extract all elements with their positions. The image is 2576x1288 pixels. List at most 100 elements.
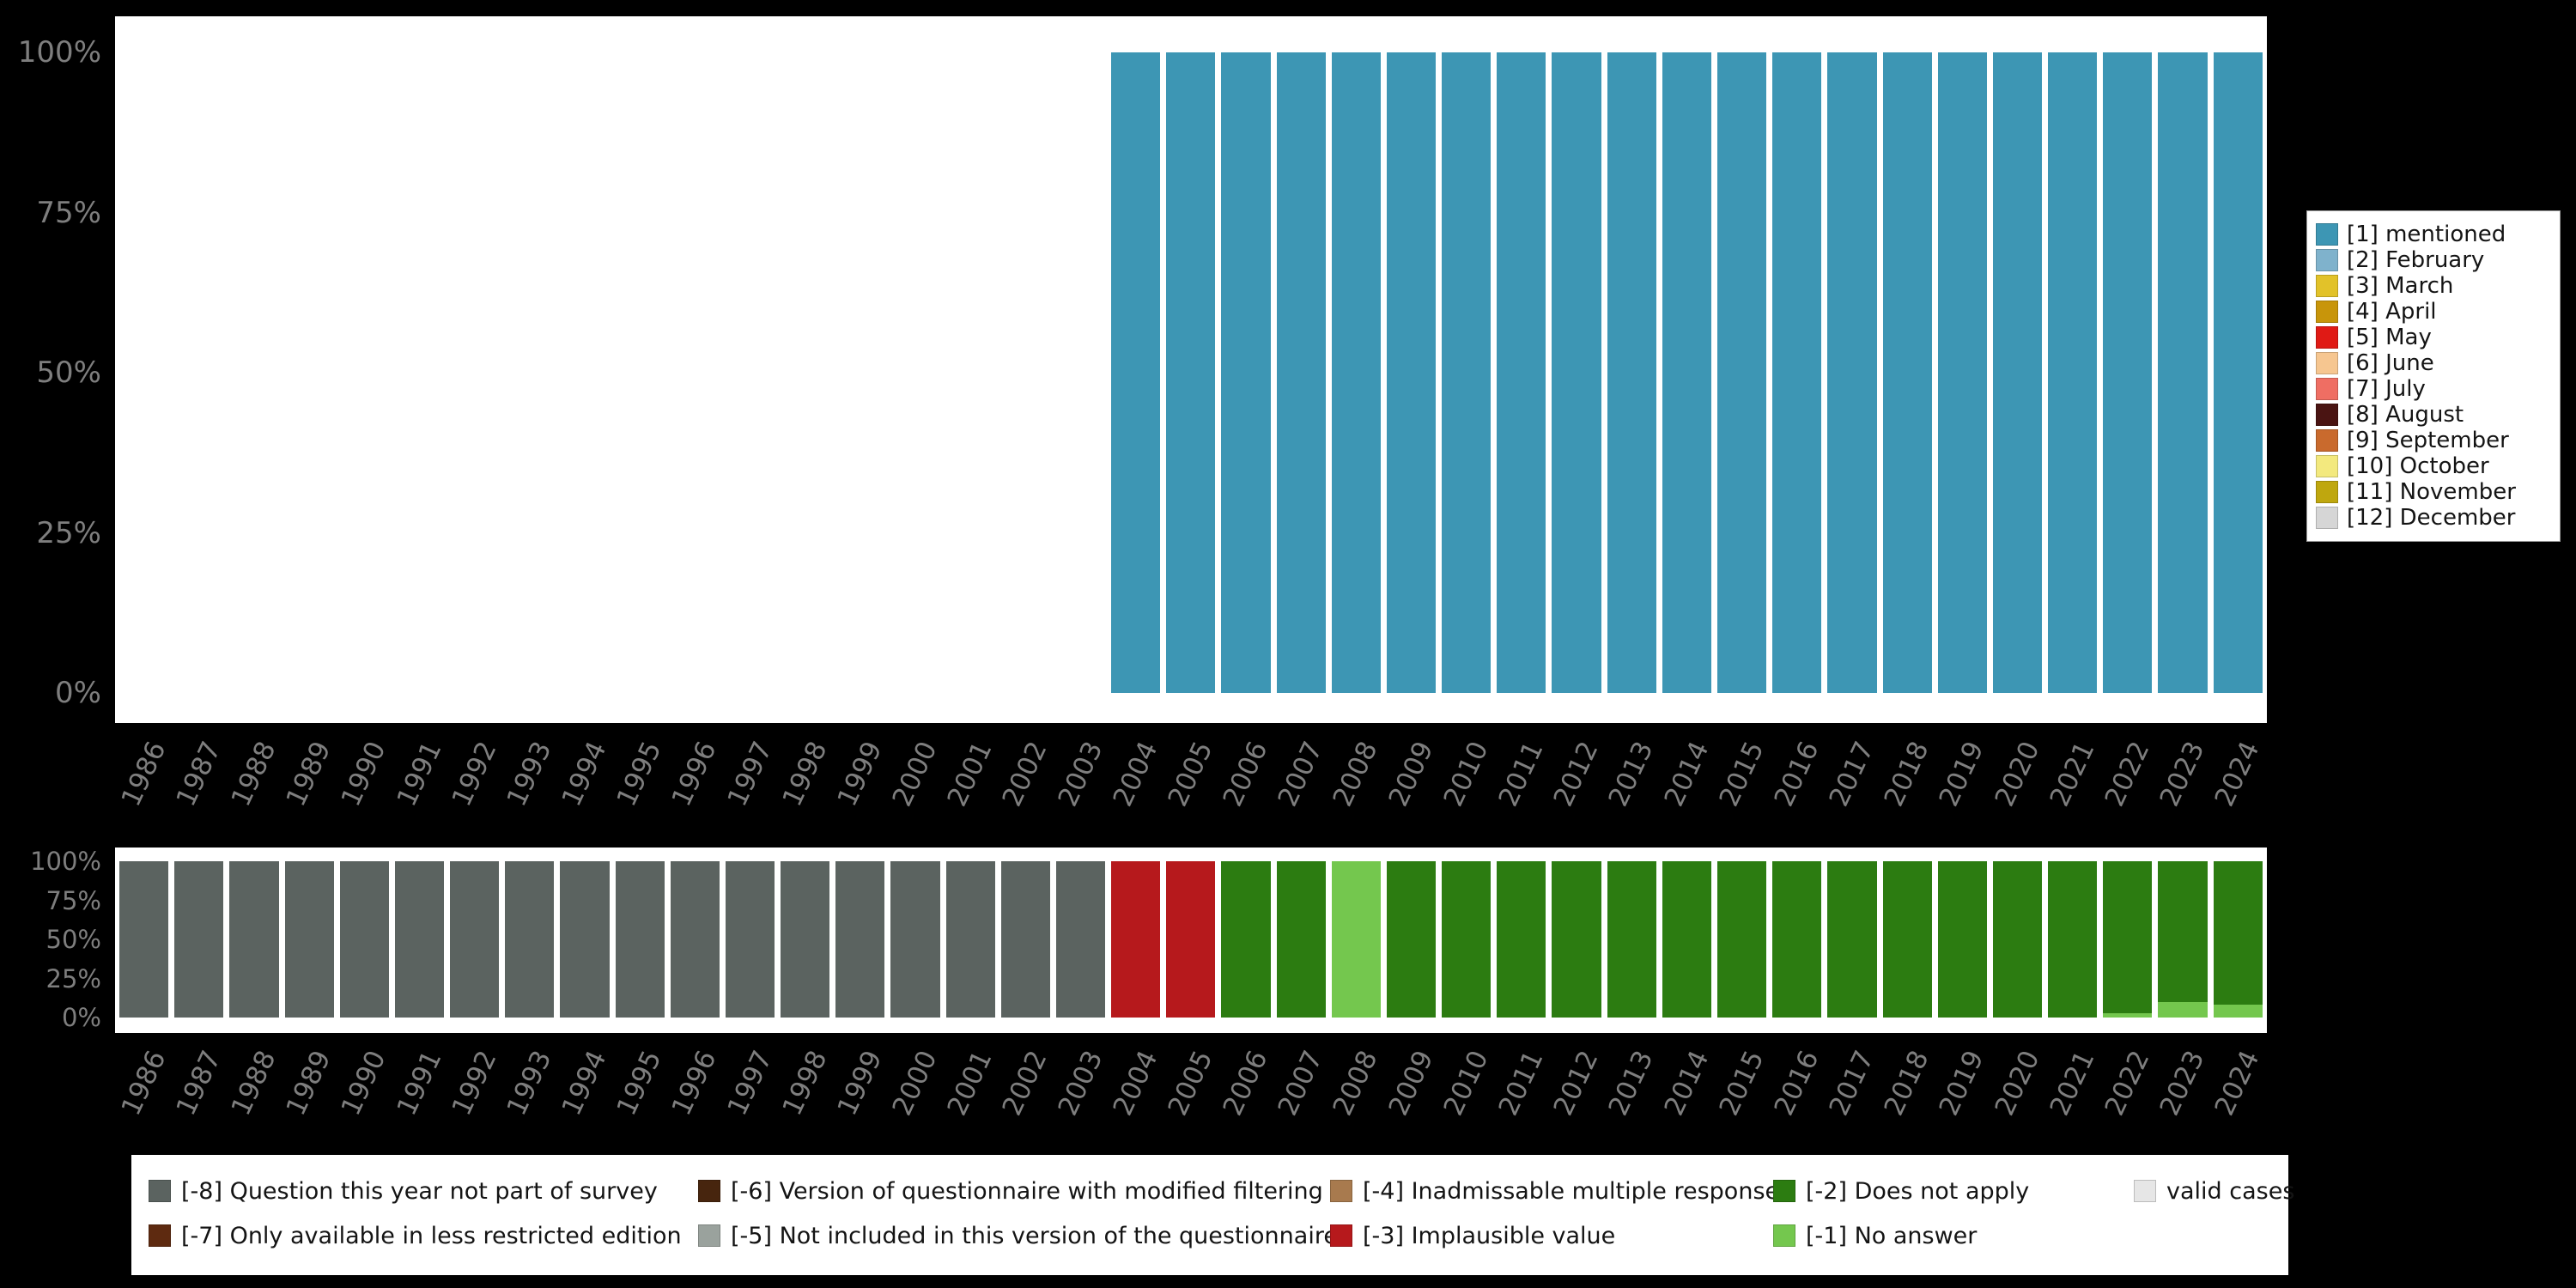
bar-stack	[835, 52, 884, 693]
bar-stack	[1992, 861, 2043, 1018]
bar	[616, 52, 665, 693]
bottom-chart-plot-area	[115, 848, 2267, 1033]
x-tick-label: 1991	[391, 737, 448, 811]
bar-stack	[890, 52, 939, 693]
bar-stack	[1056, 52, 1105, 693]
bar-segment	[1221, 861, 1271, 1018]
x-tick-label: 2015	[1713, 1046, 1771, 1121]
bottom-chart-y-axis: 100% 75% 50% 25% 0%	[0, 849, 101, 1030]
legend-swatch	[1773, 1180, 1795, 1202]
bar-stack	[174, 52, 223, 693]
x-tick: 2018	[1879, 732, 1935, 833]
x-tick-label: 2001	[941, 1046, 999, 1121]
bar-segment	[2213, 52, 2263, 693]
x-tick: 2004	[1107, 1041, 1163, 1131]
bar-segment	[2213, 861, 2263, 1005]
bar-stack	[616, 52, 665, 693]
bar-stack	[671, 52, 720, 693]
bar	[505, 861, 555, 1018]
legend-swatch	[2316, 352, 2338, 374]
bar	[726, 52, 775, 693]
legend-swatch	[2316, 301, 2338, 323]
legend-item: [6] June	[2316, 350, 2551, 376]
bar-stack	[229, 52, 278, 693]
x-tick-label: 2011	[1492, 737, 1550, 811]
bar-stack	[119, 52, 168, 693]
x-tick: 2007	[1273, 732, 1329, 833]
legend-label: [3] March	[2347, 273, 2454, 299]
x-tick: 2005	[1163, 732, 1219, 833]
x-tick: 1997	[721, 1041, 778, 1131]
legend-swatch	[2316, 249, 2338, 271]
x-tick: 2009	[1382, 1041, 1439, 1131]
bar-stack	[1331, 861, 1381, 1018]
x-tick-label: 1988	[225, 1046, 283, 1121]
bar	[1166, 861, 1216, 1018]
bar-segment	[505, 861, 555, 1018]
bar-stack	[2048, 861, 2098, 1018]
bar-segment	[394, 861, 445, 1018]
x-tick: 2001	[942, 732, 999, 833]
x-tick: 1997	[721, 732, 778, 833]
bar-stack	[1937, 861, 1987, 1018]
bar	[1221, 861, 1271, 1018]
bar-stack	[1166, 861, 1216, 1018]
x-tick: 2022	[2099, 732, 2155, 833]
bar-stack	[395, 52, 444, 693]
bar-segment	[1442, 52, 1492, 693]
bar-stack	[1882, 52, 1932, 693]
x-tick-label: 2019	[1933, 737, 1990, 811]
x-tick-label: 1999	[831, 737, 889, 811]
bar-segment	[1331, 52, 1381, 693]
bar	[340, 52, 389, 693]
bar-segment	[1276, 52, 1326, 693]
x-tick-label: 1986	[115, 1046, 173, 1121]
bar	[1276, 52, 1326, 693]
x-tick-label: 1988	[225, 737, 283, 811]
x-tick: 1991	[391, 732, 447, 833]
x-tick: 1990	[336, 1041, 392, 1131]
x-tick: 2004	[1107, 732, 1163, 833]
x-tick-label: 2012	[1547, 737, 1605, 811]
x-tick-label: 1996	[665, 737, 723, 811]
bar	[450, 52, 499, 693]
bar-stack	[1221, 52, 1271, 693]
bar-stack	[945, 861, 995, 1018]
bar	[1716, 52, 1767, 693]
bar	[2048, 52, 2098, 693]
legend-item: [2] February	[2316, 247, 2551, 273]
bar	[1772, 861, 1822, 1018]
bar	[725, 861, 775, 1018]
legend-label: [1] mentioned	[2347, 222, 2506, 247]
legend-label: [2] February	[2347, 247, 2485, 273]
bar	[119, 861, 169, 1018]
bar-stack	[1607, 861, 1656, 1018]
bar	[1662, 861, 1711, 1018]
bar-stack	[339, 861, 389, 1018]
bar-segment	[890, 861, 940, 1018]
legend-swatch	[2316, 404, 2338, 426]
x-tick-label: 2009	[1382, 737, 1440, 811]
y-tick-label: 50%	[46, 925, 101, 954]
bar-segment	[2048, 52, 2098, 693]
bar	[119, 52, 168, 693]
bar-segment	[2103, 861, 2153, 1013]
bar-segment	[1772, 52, 1822, 693]
legend-item: [-7] Only available in less restricted e…	[149, 1223, 698, 1249]
bar-stack	[1276, 861, 1326, 1018]
x-tick: 2013	[1603, 1041, 1660, 1131]
x-tick: 2005	[1163, 1041, 1219, 1131]
bar	[229, 52, 278, 693]
legend-item: [-1] No answer	[1773, 1223, 2134, 1249]
x-tick: 1996	[666, 1041, 723, 1131]
x-tick: 2012	[1548, 732, 1605, 833]
x-tick: 2011	[1493, 1041, 1550, 1131]
x-tick-label: 1993	[501, 1046, 558, 1121]
x-tick-label: 1993	[501, 737, 558, 811]
x-tick: 2019	[1934, 1041, 1990, 1131]
x-tick: 2017	[1824, 1041, 1880, 1131]
bar-stack	[1716, 861, 1767, 1018]
x-tick-label: 2024	[2208, 1046, 2266, 1121]
bar	[229, 861, 279, 1018]
bar-segment	[2213, 1005, 2263, 1018]
